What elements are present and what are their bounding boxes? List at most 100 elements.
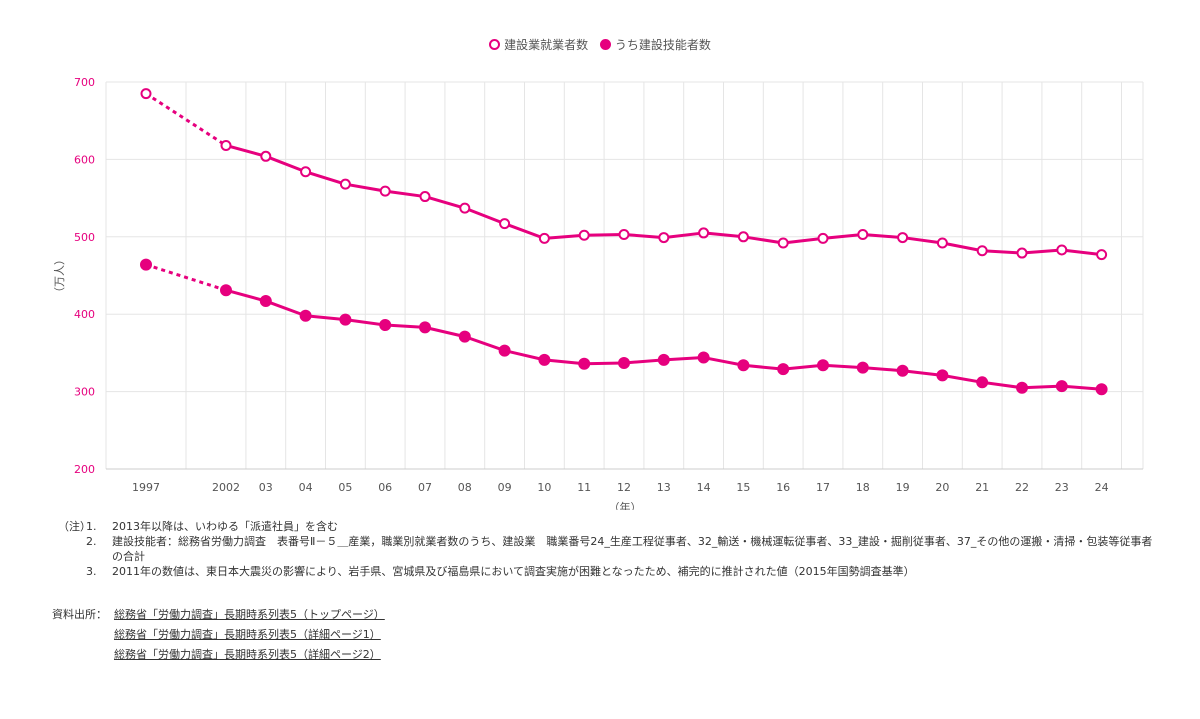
data-point (220, 284, 232, 297)
data-point (339, 313, 352, 326)
data-point (578, 229, 590, 241)
x-tick-label: 03 (259, 481, 273, 494)
data-point (698, 227, 710, 239)
data-point (896, 364, 909, 377)
data-point (300, 166, 312, 178)
x-tick-label: 24 (1095, 481, 1109, 494)
x-tick-label: 23 (1055, 481, 1069, 494)
x-axis-title: （年） (609, 500, 642, 510)
y-tick-label: 500 (74, 231, 95, 244)
x-tick-label: 20 (935, 481, 949, 494)
data-point (260, 150, 272, 162)
data-point (1096, 249, 1108, 261)
data-point (1055, 380, 1068, 393)
data-point (618, 228, 630, 240)
x-tick-label: 10 (537, 481, 551, 494)
x-tick-label: 08 (458, 481, 472, 494)
note-number: 3. (86, 565, 97, 578)
x-tick-label: 17 (816, 481, 830, 494)
data-point (857, 228, 869, 240)
x-tick-label: 14 (697, 481, 711, 494)
legend-item-construction-workers[interactable]: 建設業就業者数 (489, 36, 588, 53)
x-tick-label: 21 (975, 481, 989, 494)
data-point (777, 237, 789, 249)
data-point (1056, 244, 1068, 256)
source-link-detail-page-1[interactable]: 総務省「労働力調査」長期時系列表5（詳細ページ1） (114, 628, 381, 641)
data-point (777, 363, 790, 376)
note-row-2: 2. 建設技能者：総務省労働力調査 表番号Ⅱ－５＿産業，職業別就業者数のうち、建… (58, 534, 1162, 564)
data-point (538, 232, 550, 244)
notes-prefix: （注） (58, 520, 91, 533)
x-tick-label: 16 (776, 481, 790, 494)
y-tick-label: 700 (74, 76, 95, 89)
y-axis-title: （万人） (53, 254, 66, 298)
line-chart: 200 300 400 500 600 700 1997 2002 03 04 05 06 07 08 09… (53, 76, 1144, 510)
series-line (225, 288, 1102, 391)
data-point (498, 344, 511, 357)
data-point (657, 353, 670, 366)
x-tick-label: 05 (338, 481, 352, 494)
data-point (817, 232, 829, 244)
y-tick-label: 200 (74, 463, 95, 476)
x-tick-label: 12 (617, 481, 631, 494)
data-point (1016, 381, 1028, 394)
note-row-3: 3. 2011年の数値は、東日本大震災の影響により、岩手県、宮城県及び福島県にお… (58, 564, 1162, 579)
x-tick-label: 11 (577, 481, 591, 494)
data-point (538, 353, 551, 366)
data-point (379, 185, 391, 197)
x-tick-label: 15 (736, 481, 750, 494)
data-point (897, 232, 909, 244)
data-point (459, 202, 471, 214)
legend-item-skilled-workers[interactable]: うち建設技能者数 (599, 36, 711, 53)
x-tick-label: 04 (299, 481, 313, 494)
x-tick-label: 09 (498, 481, 512, 494)
data-point (458, 330, 471, 343)
data-point (737, 231, 749, 243)
note-text: 2013年以降は、いわゆる「派遣社員」を含む (112, 520, 338, 533)
legend-filled-circle-icon (599, 39, 611, 50)
data-point (140, 258, 152, 271)
series-dashed-segment (145, 263, 227, 292)
data-point (578, 357, 591, 370)
x-tick-label: 2002 (212, 481, 240, 494)
x-tick-label: 07 (418, 481, 432, 494)
data-point (419, 321, 431, 334)
source-row-1: 資料出所： 総務省「労働力調査」長期時系列表5（トップページ） (52, 605, 385, 625)
data-point (419, 191, 431, 203)
data-point (220, 139, 232, 151)
y-tick-label: 600 (74, 153, 95, 166)
data-point (737, 359, 750, 372)
sources: 資料出所： 総務省「労働力調査」長期時系列表5（トップページ） 総務省「労働力調… (52, 605, 385, 665)
note-row-1: （注） 1. 2013年以降は、いわゆる「派遣社員」を含む (58, 519, 1162, 534)
data-point (618, 356, 630, 369)
y-tick-label: 400 (74, 308, 95, 321)
data-point (856, 361, 869, 374)
data-point (936, 237, 948, 249)
x-tick-label: 18 (856, 481, 870, 494)
legend-hollow-circle-icon (489, 39, 501, 50)
source-row-2: 総務省「労働力調査」長期時系列表5（詳細ページ1） (52, 625, 385, 645)
data-point (697, 351, 710, 364)
x-tick-label: 1997 (132, 481, 160, 494)
data-point (1016, 247, 1028, 259)
data-point (339, 178, 351, 190)
x-tick-label: 13 (657, 481, 671, 494)
source-row-3: 総務省「労働力調査」長期時系列表5（詳細ページ2） (52, 645, 385, 665)
data-point (817, 359, 829, 372)
source-link-detail-page-2[interactable]: 総務省「労働力調査」長期時系列表5（詳細ページ2） (114, 648, 381, 661)
data-point (499, 218, 511, 230)
source-link-top-page[interactable]: 総務省「労働力調査」長期時系列表5（トップページ） (114, 608, 385, 621)
legend-label-skilled-workers: うち建設技能者数 (614, 38, 711, 52)
x-tick-label: 19 (896, 481, 910, 494)
data-point (936, 369, 949, 382)
note-text: 2011年の数値は、東日本大震災の影響により、岩手県、宮城県及び福島県において調… (112, 565, 915, 578)
legend-label-construction-workers: 建設業就業者数 (504, 38, 589, 52)
note-number: 2. (86, 535, 97, 548)
sources-label: 資料出所： (52, 608, 107, 621)
chart-legend: 建設業就業者数 うち建設技能者数 (0, 36, 1200, 53)
note-text: 建設技能者：総務省労働力調査 表番号Ⅱ－５＿産業，職業別就業者数のうち、建設業 … (112, 535, 1153, 563)
data-point (1095, 383, 1108, 396)
data-point (140, 88, 152, 100)
data-point (379, 319, 392, 332)
x-tick-label: 22 (1015, 481, 1029, 494)
